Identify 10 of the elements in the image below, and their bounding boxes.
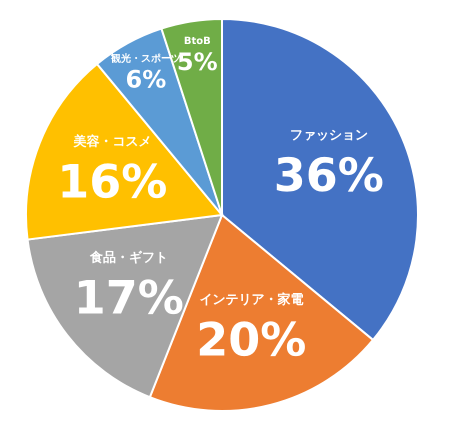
data-label: 17% xyxy=(74,270,184,324)
slice-label: インテリア・家電 xyxy=(199,291,304,308)
data-label: 20% xyxy=(196,312,306,366)
data-label: 6% xyxy=(126,66,166,94)
slice-label: 美容・コスメ xyxy=(72,134,152,150)
slice-label: BtoB xyxy=(184,36,211,47)
data-label: 36% xyxy=(274,148,384,202)
slice-label: ファッション xyxy=(290,128,368,143)
data-label: 16% xyxy=(57,154,168,209)
slice-label: 食品・ギフト xyxy=(88,250,168,266)
